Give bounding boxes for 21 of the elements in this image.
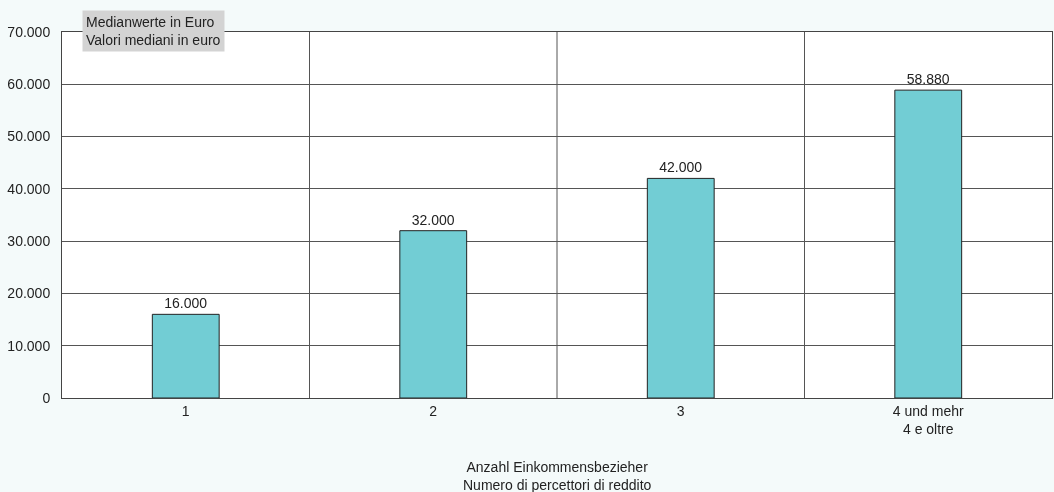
y-tick-label: 40.000: [7, 180, 51, 197]
bar: [894, 89, 963, 398]
bar: [646, 177, 715, 398]
data-label: 42.000: [659, 159, 703, 176]
y-tick-label: 60.000: [7, 76, 51, 93]
data-label: 16.000: [164, 295, 208, 312]
y-tick-label: 70.000: [7, 23, 51, 40]
bar: [399, 230, 468, 398]
bar: [151, 313, 220, 398]
x-tick-label: 4 und mehr 4 e oltre: [892, 402, 964, 437]
data-label: 32.000: [411, 211, 455, 228]
y-axis-title: Medianwerte in Euro Valori mediani in euro: [86, 14, 221, 49]
x-tick-label: 3: [676, 402, 685, 419]
y-tick-label: 30.000: [7, 233, 51, 250]
y-tick-label: 0: [42, 389, 51, 406]
y-tick-label: 10.000: [7, 337, 51, 354]
y-tick-label: 20.000: [7, 285, 51, 302]
data-label: 58.880: [906, 71, 950, 88]
x-tick-label: 1: [181, 402, 190, 419]
x-tick-label: 2: [429, 402, 438, 419]
y-tick-label: 50.000: [7, 128, 51, 145]
